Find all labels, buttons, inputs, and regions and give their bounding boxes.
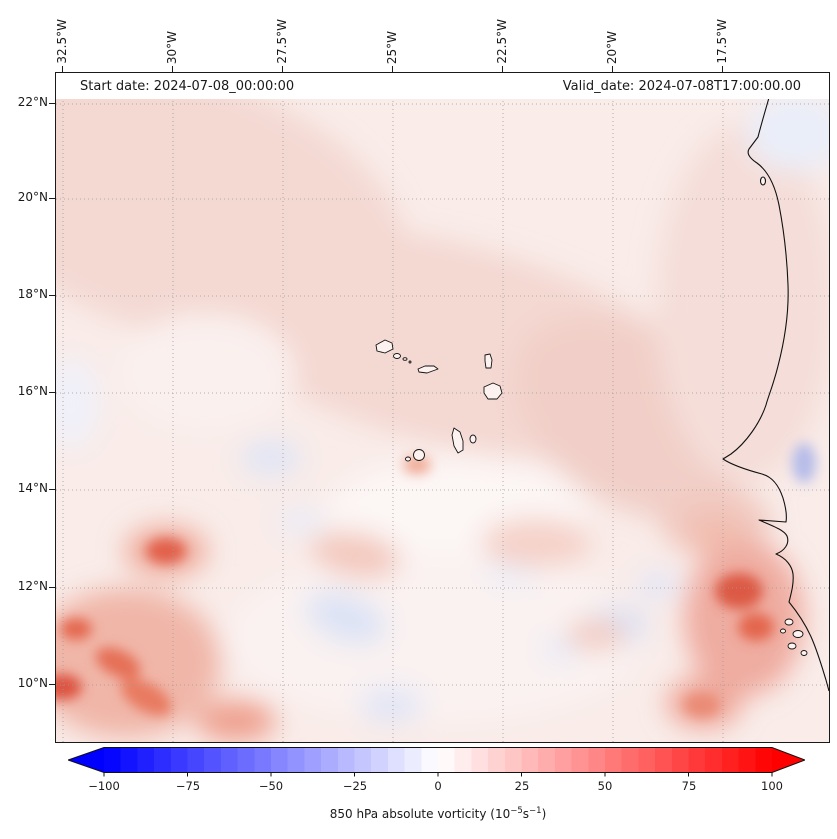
- axis-tick: [502, 66, 503, 72]
- colorbar-tick-label: 75: [681, 779, 697, 793]
- capeverde-islands: [375, 339, 503, 462]
- axis-tick: [49, 587, 55, 588]
- colorbar-tick-label: 0: [434, 779, 442, 793]
- coastline-path: [722, 73, 829, 692]
- colorbar-title-superscript: −5: [510, 806, 523, 816]
- left-axis-label: 20°N: [17, 190, 48, 204]
- left-axis-label: 14°N: [17, 481, 48, 495]
- valid-date-label: Valid_date: 2024-07-08T17:00:00.00: [562, 78, 801, 94]
- colorbar-tick-label: −50: [258, 779, 284, 793]
- colorbar-tick-label: 100: [761, 779, 783, 793]
- axis-tick: [49, 295, 55, 296]
- colorbar-tick-label: −75: [175, 779, 201, 793]
- axis-tick: [282, 66, 283, 72]
- top-axis-label: 17.5°W: [715, 19, 729, 64]
- left-axis-label: 12°N: [17, 579, 48, 593]
- axis-tick: [172, 66, 173, 72]
- colorbar-tick-label: 25: [514, 779, 530, 793]
- graticule: [56, 73, 829, 742]
- axis-tick: [62, 66, 63, 72]
- colorbar-ticks: [103, 772, 773, 777]
- axis-tick: [49, 103, 55, 104]
- colorbar-extend-left: [68, 747, 104, 773]
- field-extrema: [56, 443, 816, 717]
- colorbar-tick-label: 50: [597, 779, 613, 793]
- axis-tick: [49, 489, 55, 490]
- left-axis-label: 22°N: [17, 95, 48, 109]
- map-plot: Start date: 2024-07-08_00:00:00 Valid_da…: [55, 72, 830, 743]
- axis-tick: [722, 66, 723, 72]
- colorbar: [68, 747, 805, 777]
- top-axis-label: 22.5°W: [495, 19, 509, 64]
- colorbar-tick-label: −100: [88, 779, 120, 793]
- axis-tick: [612, 66, 613, 72]
- vorticity-field: [56, 73, 829, 742]
- top-axis-label: 27.5°W: [275, 19, 289, 64]
- left-axis-label: 10°N: [17, 676, 48, 690]
- colorbar-gradient: [104, 747, 772, 773]
- title-band: Start date: 2024-07-08_00:00:00 Valid_da…: [56, 73, 829, 99]
- left-axis-label: 16°N: [17, 384, 48, 398]
- start-date-label: Start date: 2024-07-08_00:00:00: [80, 78, 295, 94]
- bijagos-islands: [780, 618, 808, 656]
- axis-tick: [49, 684, 55, 685]
- colorbar-extend-right: [772, 747, 805, 773]
- field-shading: [56, 73, 829, 741]
- top-axis-label: 32.5°W: [55, 19, 69, 64]
- top-axis-label: 30°W: [165, 30, 179, 64]
- axis-tick: [49, 392, 55, 393]
- top-axis-label: 20°W: [605, 30, 619, 64]
- colorbar-tick-label: −25: [342, 779, 368, 793]
- top-axis-label: 25°W: [385, 30, 399, 64]
- left-axis-label: 18°N: [17, 287, 48, 301]
- axis-tick: [49, 198, 55, 199]
- colorbar-title-superscript: −1: [529, 806, 542, 816]
- colorbar-title: 850 hPa absolute vorticity (10−5s−1): [329, 806, 547, 821]
- axis-tick: [392, 66, 393, 72]
